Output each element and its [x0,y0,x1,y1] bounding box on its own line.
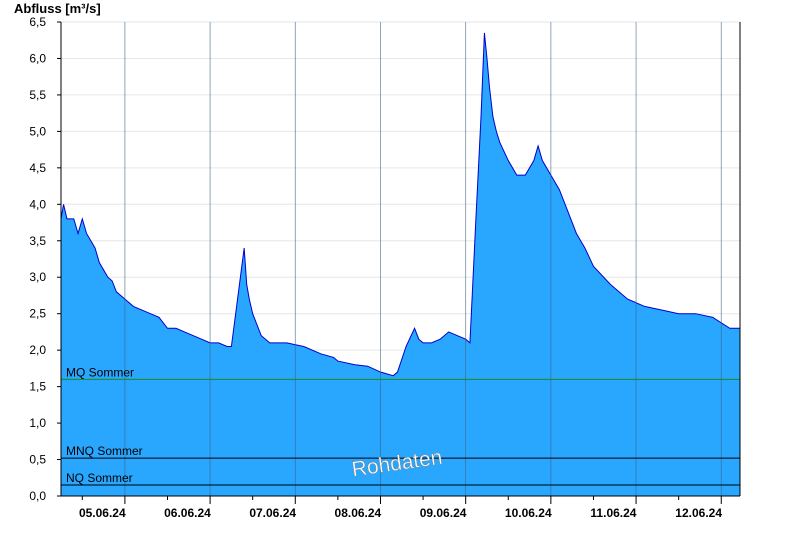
data-area [60,22,740,496]
y-tick-label: 1,5 [29,380,46,394]
discharge-line [60,32,740,377]
x-tick-label: 06.06.24 [164,506,211,520]
y-tick-label: 4,5 [29,161,46,175]
reference-label: NQ Sommer [66,471,133,485]
y-tick-label: 6,0 [29,51,46,65]
y-tick-label: 6,5 [29,15,46,29]
x-tick-label: 10.06.24 [505,506,552,520]
reference-label: MNQ Sommer [66,444,143,458]
y-tick-label: 2,0 [29,343,46,357]
axes: 0,0 0,5 1,0 1,5 2,0 2,5 3,0 3,5 4,0 4,5 5,0 5,5 6,0 6… [29,15,741,520]
reference-lines: MQ Sommer MNQ Sommer NQ Sommer [61,365,740,486]
x-tick-label: 05.06.24 [79,506,126,520]
x-tick-label: 09.06.24 [420,506,467,520]
x-tick-label: 08.06.24 [335,506,382,520]
x-tick-label: 11.06.24 [590,506,636,520]
y-tick-label: 0,5 [29,453,46,467]
y-tick-label: 2,5 [29,307,46,321]
y-tick-label: 1,0 [29,416,46,430]
y-tick-label: 5,5 [29,88,46,102]
x-tick-label: 12.06.24 [675,506,722,520]
y-tick-label: 4,0 [29,197,46,211]
x-tick-label: 07.06.24 [249,506,296,520]
y-tick-label: 5,0 [29,124,46,138]
y-tick-label: 3,5 [29,234,46,248]
y-tick-label: 3,0 [29,270,46,284]
discharge-area [61,32,740,496]
reference-label: MQ Sommer [66,365,134,379]
y-tick-label: 0,0 [29,489,46,503]
chart-title: Abfluss [m³/s] [14,1,101,16]
